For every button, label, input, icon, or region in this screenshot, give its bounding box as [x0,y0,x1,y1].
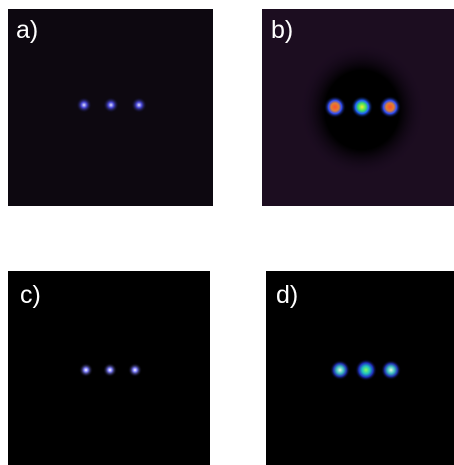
spot [103,363,117,377]
panel-label: b) [271,16,293,44]
panel-a: a) [8,9,213,206]
spot [355,359,377,381]
spot [379,96,401,118]
panel-b: b) [262,9,454,206]
panel-c: c) [8,271,210,465]
spot [351,96,373,118]
panel-label: a) [16,16,38,44]
spot [381,360,401,380]
panel-label: c) [20,281,41,309]
figure: a) b) c) d) [0,0,454,465]
spot [103,97,119,113]
spot [330,360,350,380]
spot [128,363,142,377]
spot [76,97,92,113]
panel-label: d) [276,281,298,309]
spot [79,363,93,377]
panel-d: d) [266,271,454,465]
spot [131,97,147,113]
spot [324,96,346,118]
